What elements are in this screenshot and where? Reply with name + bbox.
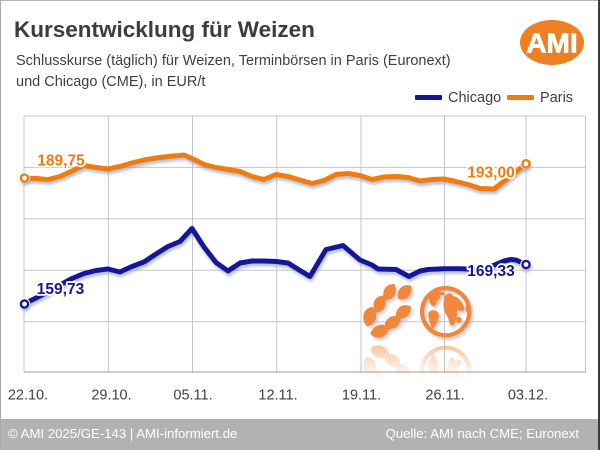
svg-text:189,75: 189,75	[37, 153, 85, 170]
svg-text:12.11.: 12.11.	[258, 388, 297, 404]
svg-text:22.10.: 22.10.	[8, 388, 48, 404]
svg-text:05.11.: 05.11.	[173, 388, 212, 404]
svg-text:03.12.: 03.12.	[508, 388, 548, 404]
svg-text:AMI: AMI	[526, 28, 577, 59]
svg-text:26.11.: 26.11.	[425, 388, 464, 404]
svg-text:193,00: 193,00	[467, 165, 514, 182]
svg-text:159,73: 159,73	[37, 281, 85, 298]
svg-text:19.11.: 19.11.	[342, 388, 381, 404]
svg-text:169,33: 169,33	[467, 263, 515, 280]
svg-text:29.10.: 29.10.	[91, 388, 131, 404]
